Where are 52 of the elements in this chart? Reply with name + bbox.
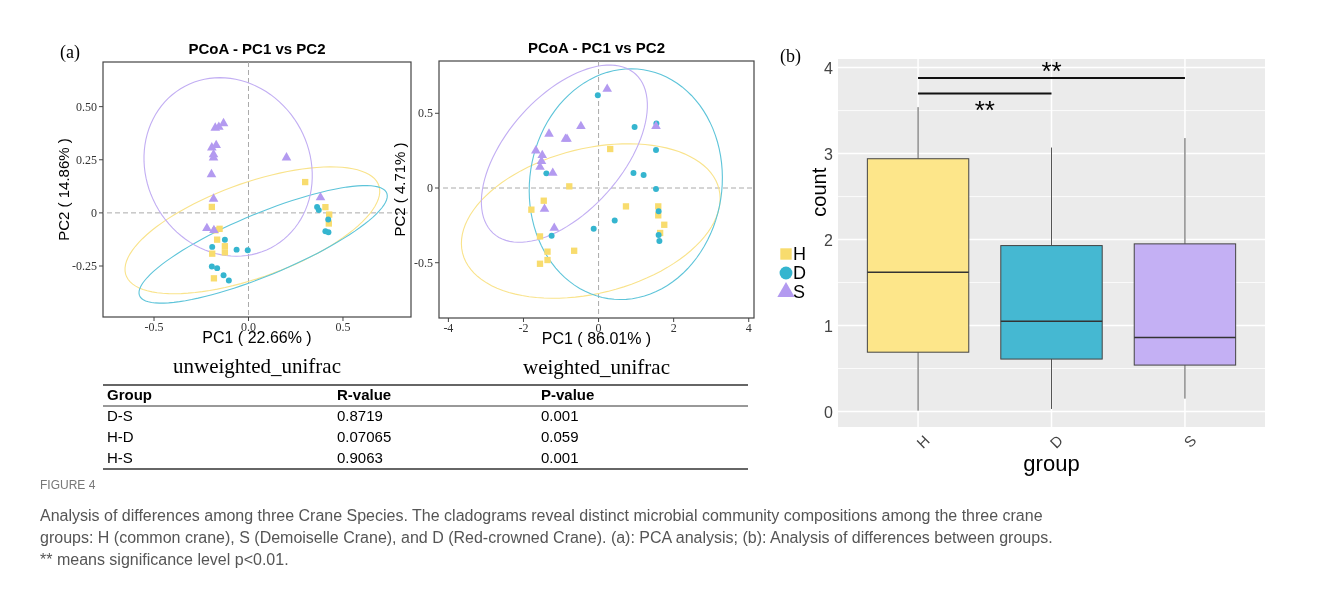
x-tick-label: 0.5 xyxy=(335,320,351,334)
x-axis-title: group xyxy=(1023,451,1080,476)
annotation: ** xyxy=(1041,55,1062,86)
x-tick-label: -0.5 xyxy=(144,320,164,334)
text: 0.07065 xyxy=(337,428,392,445)
text: 0.9063 xyxy=(337,449,383,466)
legend-label: D xyxy=(793,263,806,283)
text: weighted_unifrac xyxy=(523,355,670,379)
y-tick-label: 0.25 xyxy=(76,152,97,167)
text: Analysis of differences among three Crane Species. The cladograms reveal distinct microbial community compositions among the three crane xyxy=(40,507,1043,524)
text: 0.001 xyxy=(541,449,579,466)
text: 0.059 xyxy=(541,428,579,445)
y-tick-label: 0 xyxy=(824,403,834,421)
text: 0.8719 xyxy=(337,407,383,424)
text: groups: H (common crane), S (Demoiselle Crane), and D (Red-crowned Crane). (a): PCA analysis; (b): Analysis of differences between groups. xyxy=(40,529,1053,546)
x-tick-label: 4 xyxy=(745,321,752,335)
y-axis-title: PC2 ( 4.71% ) xyxy=(391,142,408,237)
y-tick-label: 1 xyxy=(824,317,834,335)
y-tick-label: 0 xyxy=(91,205,97,220)
x-tick-label: S xyxy=(1180,431,1200,451)
x-tick-label: D xyxy=(1046,431,1067,452)
y-tick-label: 3 xyxy=(824,145,834,163)
y-tick-label: -0.5 xyxy=(414,255,433,270)
y-tick-label: -0.25 xyxy=(72,259,97,273)
chart-title: PCoA - PC1 vs PC2 xyxy=(188,40,326,57)
chart-title: PCoA - PC1 vs PC2 xyxy=(528,39,665,56)
text: R-value xyxy=(337,386,392,403)
x-tick-label: -2 xyxy=(518,321,529,335)
text: 0.001 xyxy=(541,407,579,424)
y-tick-label: 0.50 xyxy=(76,99,97,114)
y-tick-label: 0 xyxy=(427,181,433,196)
text: H-D xyxy=(107,428,134,445)
text: P-value xyxy=(541,386,595,403)
x-tick-label: 2 xyxy=(670,321,677,335)
text: FIGURE 4 xyxy=(40,478,96,492)
y-axis-title: PC2 ( 14.86% ) xyxy=(55,138,72,241)
text: H-S xyxy=(107,449,133,466)
text: ** means significance level p<0.01. xyxy=(40,551,289,568)
legend-label: H xyxy=(793,244,806,264)
x-tick-label: H xyxy=(912,431,933,452)
text: (a) xyxy=(60,42,80,63)
legend-label: S xyxy=(793,282,806,302)
y-axis-title: count xyxy=(808,167,830,217)
annotation: ** xyxy=(974,95,995,126)
y-tick-label: 0.5 xyxy=(418,106,433,121)
text: Group xyxy=(107,386,152,403)
text: D-S xyxy=(107,407,133,424)
y-tick-label: 2 xyxy=(824,231,834,249)
text: unweighted_unifrac xyxy=(173,354,341,378)
text: (b) xyxy=(780,46,801,67)
x-tick-label: -4 xyxy=(443,321,454,335)
y-tick-label: 4 xyxy=(824,59,834,77)
